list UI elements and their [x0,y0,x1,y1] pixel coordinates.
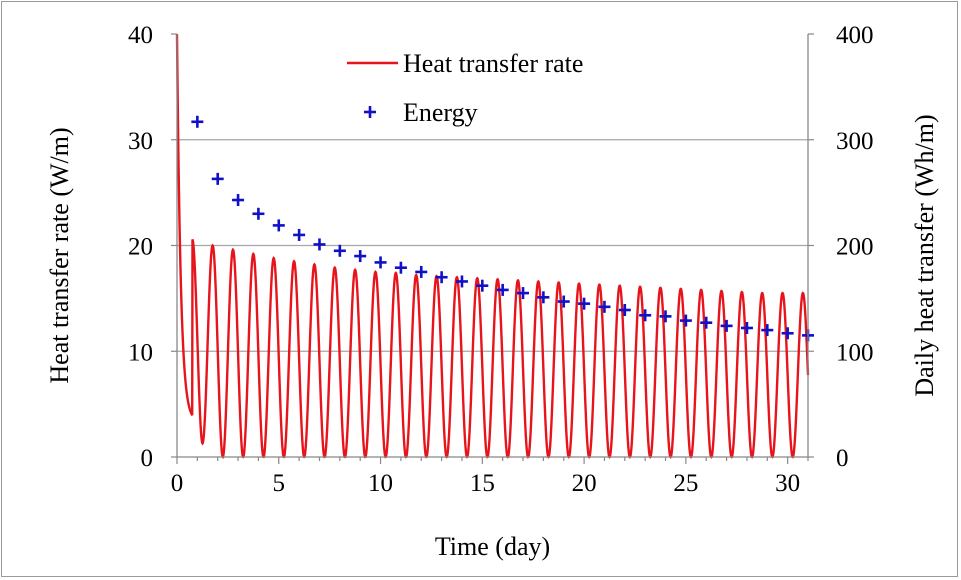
energy-point [740,321,753,334]
gridlines [177,139,808,352]
energy-point [374,256,387,269]
energy-point [720,319,733,332]
legend: Heat transfer rate Energy [347,49,583,127]
left-y-tick-label: 40 [128,22,153,49]
energy-point [761,324,774,337]
energy-point [333,244,346,257]
x-axis-title: Time (day) [435,532,550,561]
right-y-tick-label: 400 [836,22,874,49]
legend-energy-swatch [364,106,376,118]
legend-rate-label: Heat transfer rate [403,49,583,78]
energy-point [537,291,550,304]
energy-point [578,297,591,310]
left-y-tick-label: 10 [128,339,153,366]
energy-point [700,316,713,329]
energy-point [394,261,407,274]
energy-point [781,327,794,340]
x-tick-label: 5 [273,470,286,497]
right-y-tick-label: 300 [836,128,874,155]
rate-series [175,33,810,460]
x-tick-label: 0 [171,470,184,497]
x-tick-label: 30 [775,470,800,497]
energy-point [496,283,509,296]
energy-point [293,228,306,241]
legend-energy-label: Energy [403,98,478,127]
energy-point [639,309,652,322]
energy-series [191,115,814,342]
energy-point [557,295,570,308]
x-tick-label: 25 [673,470,698,497]
energy-point [313,238,326,251]
energy-point [191,115,204,128]
energy-point [354,250,367,263]
right-y-tick-label: 100 [836,339,874,366]
left-y-tick-label: 30 [128,128,153,155]
right-y-axis-title: Daily heat transfer (Wh/m) [910,114,939,396]
energy-point [211,172,224,185]
energy-point [598,300,611,313]
energy-point [415,265,428,278]
left-y-tick-label: 0 [141,445,154,472]
left-y-axis-title: Heat transfer rate (W/m) [45,127,74,383]
energy-point [252,207,265,220]
x-tick-label: 15 [470,470,495,497]
energy-point [232,194,245,207]
energy-point [517,287,530,300]
energy-point [455,275,468,288]
energy-point [679,314,692,327]
rate-line [175,33,810,460]
left-y-tick-label: 20 [128,234,153,261]
right-y-tick-label: 200 [836,234,874,261]
right-y-tick-label: 0 [836,445,849,472]
x-tick-label: 10 [368,470,393,497]
axes [171,33,814,464]
energy-point [272,219,285,232]
x-tick-label: 20 [572,470,597,497]
energy-point [435,271,448,284]
energy-point [659,310,672,323]
energy-point [476,279,489,292]
energy-point [618,304,631,317]
